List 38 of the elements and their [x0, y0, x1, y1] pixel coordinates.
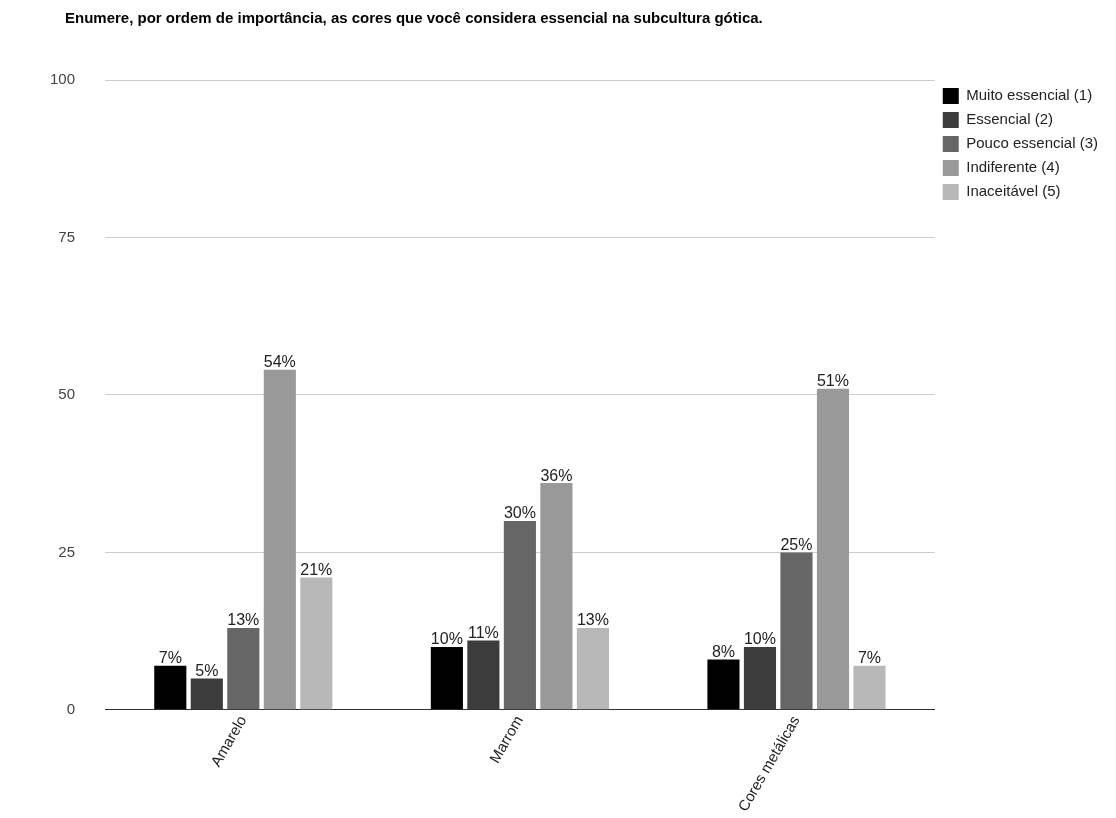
data-label: 51% [816, 372, 849, 390]
legend-label: Pouco essencial (3) [966, 134, 1098, 152]
bar [853, 665, 886, 710]
legend-label: Indiferente (4) [966, 158, 1060, 176]
data-label: 11% [467, 623, 499, 641]
data-label: 5% [195, 661, 219, 679]
data-label: 21% [300, 561, 333, 579]
data-label: 8% [711, 642, 736, 660]
data-label: 36% [540, 466, 573, 484]
data-label: 7% [857, 649, 882, 667]
chart-title: Enumere, por ordem de importância, as cores que você considera essencial na subcultura gótica. [65, 8, 764, 28]
data-label: 30% [503, 504, 536, 522]
bar [540, 483, 573, 710]
y-tick-label: 25 [58, 542, 76, 560]
bar [430, 646, 463, 710]
data-label: 13% [227, 611, 260, 629]
y-tick-label: 100 [50, 70, 76, 88]
data-label: 10% [743, 630, 776, 648]
legend-label: Muito essencial (1) [966, 86, 1093, 104]
data-label: 25% [780, 535, 813, 553]
bar [816, 388, 850, 710]
bar [300, 577, 333, 710]
data-label: 7% [158, 649, 182, 667]
y-tick-label: 75 [58, 227, 76, 245]
bar [707, 659, 740, 710]
bar [263, 369, 296, 710]
y-tick-label: 0 [66, 700, 76, 718]
data-label: 13% [576, 611, 609, 629]
legend-label: Essencial (2) [966, 110, 1053, 128]
y-tick-label: 50 [58, 385, 76, 403]
bar [780, 552, 813, 710]
bar [154, 665, 187, 710]
legend-label: Inaceitável (5) [966, 182, 1061, 200]
data-label: 10% [430, 630, 463, 648]
bar [576, 627, 609, 710]
bar [503, 520, 536, 710]
data-label: 54% [263, 353, 296, 371]
bar [227, 627, 260, 710]
